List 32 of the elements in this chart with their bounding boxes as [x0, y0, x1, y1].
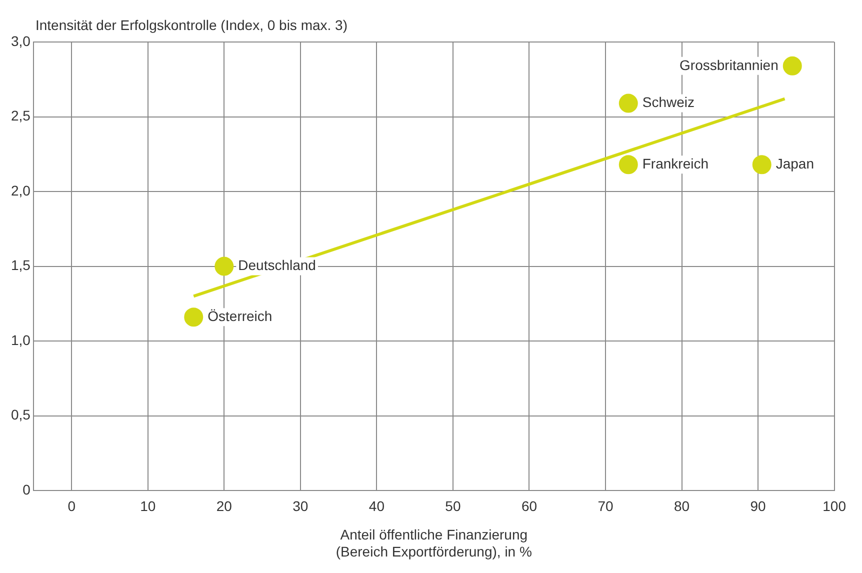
y-tick-label: 1,0 — [10, 332, 31, 348]
annotation: Deutschland — [238, 257, 316, 274]
y-axis-title: Intensität der Erfolgskontrolle (Index, 0 bis max. 3) — [35, 16, 348, 33]
y-tick-label: 0 — [22, 481, 31, 498]
y-tick-label: 3,0 — [10, 32, 31, 49]
annotation: Japan — [776, 155, 814, 172]
y-tick-label: 2,5 — [10, 108, 31, 124]
x-tick-label: 0 — [68, 498, 76, 514]
y-tick-label: 1,5 — [10, 257, 31, 274]
x-tick-label: 30 — [292, 498, 308, 514]
x-tick-label: 40 — [368, 498, 385, 514]
point — [214, 256, 234, 276]
x-tick-label: 90 — [750, 498, 766, 514]
point — [782, 56, 802, 76]
point — [618, 94, 638, 113]
y-tick-label: 2,0 — [10, 182, 31, 198]
point — [184, 308, 204, 327]
annotation: Frankreich — [642, 155, 709, 172]
x-tick-label: 70 — [598, 498, 614, 514]
annotation: Schweiz — [642, 94, 695, 110]
x-tick-label: 60 — [521, 498, 538, 514]
x-tick-label: 50 — [445, 498, 461, 514]
x-tick-label: 10 — [140, 498, 156, 514]
y-tick-label: 0,5 — [10, 406, 31, 423]
annotation: Österreich — [208, 308, 272, 324]
x-tick-label: 20 — [216, 498, 232, 514]
x-axis-title: Anteil öffentliche Finanzierung (Bereich Exportförderung), in % — [336, 526, 532, 560]
point — [618, 155, 638, 174]
x-tick-label: 80 — [674, 498, 690, 514]
point — [752, 155, 772, 174]
x-tick-label: 100 — [822, 498, 846, 514]
annotation: Grossbritannien — [680, 56, 778, 73]
